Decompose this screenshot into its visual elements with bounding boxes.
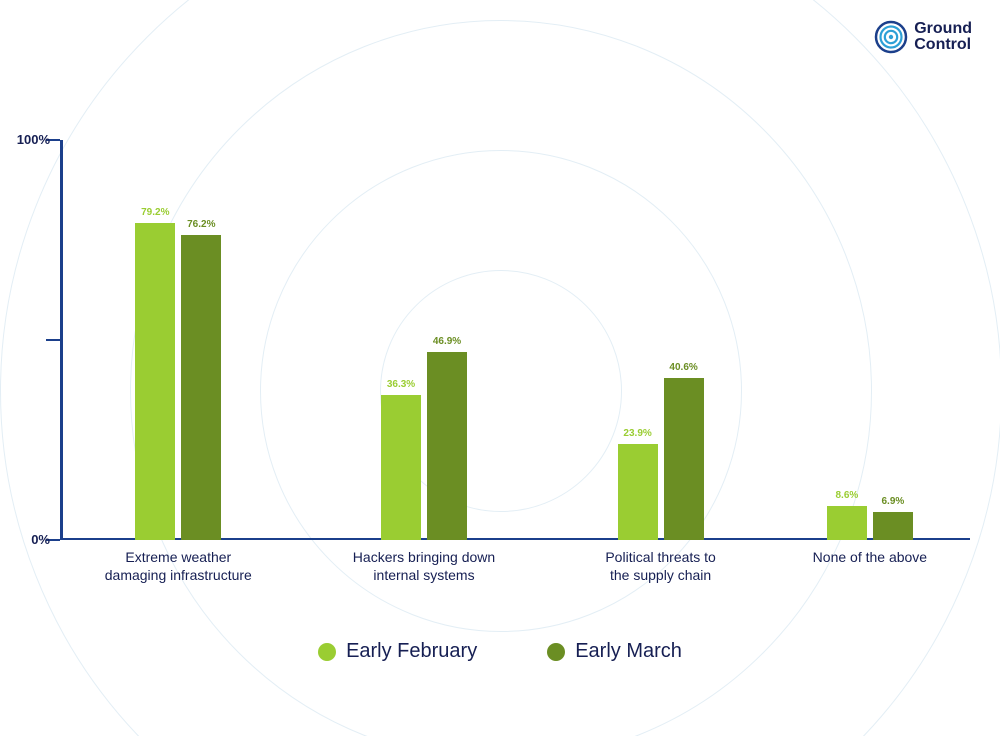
bar: 46.9% [427, 352, 467, 540]
legend-item: Early March [547, 640, 682, 663]
bar-value-label: 76.2% [187, 219, 215, 230]
bar-value-label: 46.9% [433, 336, 461, 347]
bar-group: 8.6%6.9% [827, 506, 913, 540]
legend-label: Early February [346, 640, 477, 663]
bar-value-label: 40.6% [669, 362, 697, 373]
y-tick [46, 339, 60, 341]
brand-line-1: Ground [914, 21, 972, 37]
y-tick-label: 0% [10, 532, 50, 547]
bar-value-label: 8.6% [835, 490, 858, 501]
legend-swatch [318, 643, 336, 661]
bar-value-label: 23.9% [623, 428, 651, 439]
bar-group: 79.2%76.2% [135, 223, 221, 540]
brand-logo: Ground Control [874, 20, 972, 54]
target-icon [874, 20, 908, 54]
bar: 79.2% [135, 223, 175, 540]
bar-value-label: 6.9% [881, 496, 904, 507]
category-label: Extreme weatherdamaging infrastructure [68, 548, 288, 584]
bar-group: 36.3%46.9% [381, 352, 467, 540]
category-label: Hackers bringing downinternal systems [314, 548, 534, 584]
bar: 36.3% [381, 395, 421, 540]
legend-item: Early February [318, 640, 477, 663]
bar: 76.2% [181, 235, 221, 540]
category-label: Political threats tothe supply chain [551, 548, 771, 584]
legend-swatch [547, 643, 565, 661]
y-tick-label: 100% [10, 132, 50, 147]
brand-text: Ground Control [914, 21, 972, 53]
y-axis [60, 140, 63, 540]
legend: Early February Early March [0, 640, 1000, 663]
bar-value-label: 79.2% [141, 207, 169, 218]
bar: 40.6% [664, 378, 704, 540]
category-label: None of the above [760, 548, 980, 566]
bar-chart: 0%100%79.2%76.2%36.3%46.9%23.9%40.6%8.6%… [60, 140, 970, 540]
bar: 6.9% [873, 512, 913, 540]
bar: 23.9% [618, 444, 658, 540]
bar: 8.6% [827, 506, 867, 540]
bar-value-label: 36.3% [387, 379, 415, 390]
bar-group: 23.9%40.6% [618, 378, 704, 540]
legend-label: Early March [575, 640, 682, 663]
brand-line-2: Control [914, 37, 972, 53]
